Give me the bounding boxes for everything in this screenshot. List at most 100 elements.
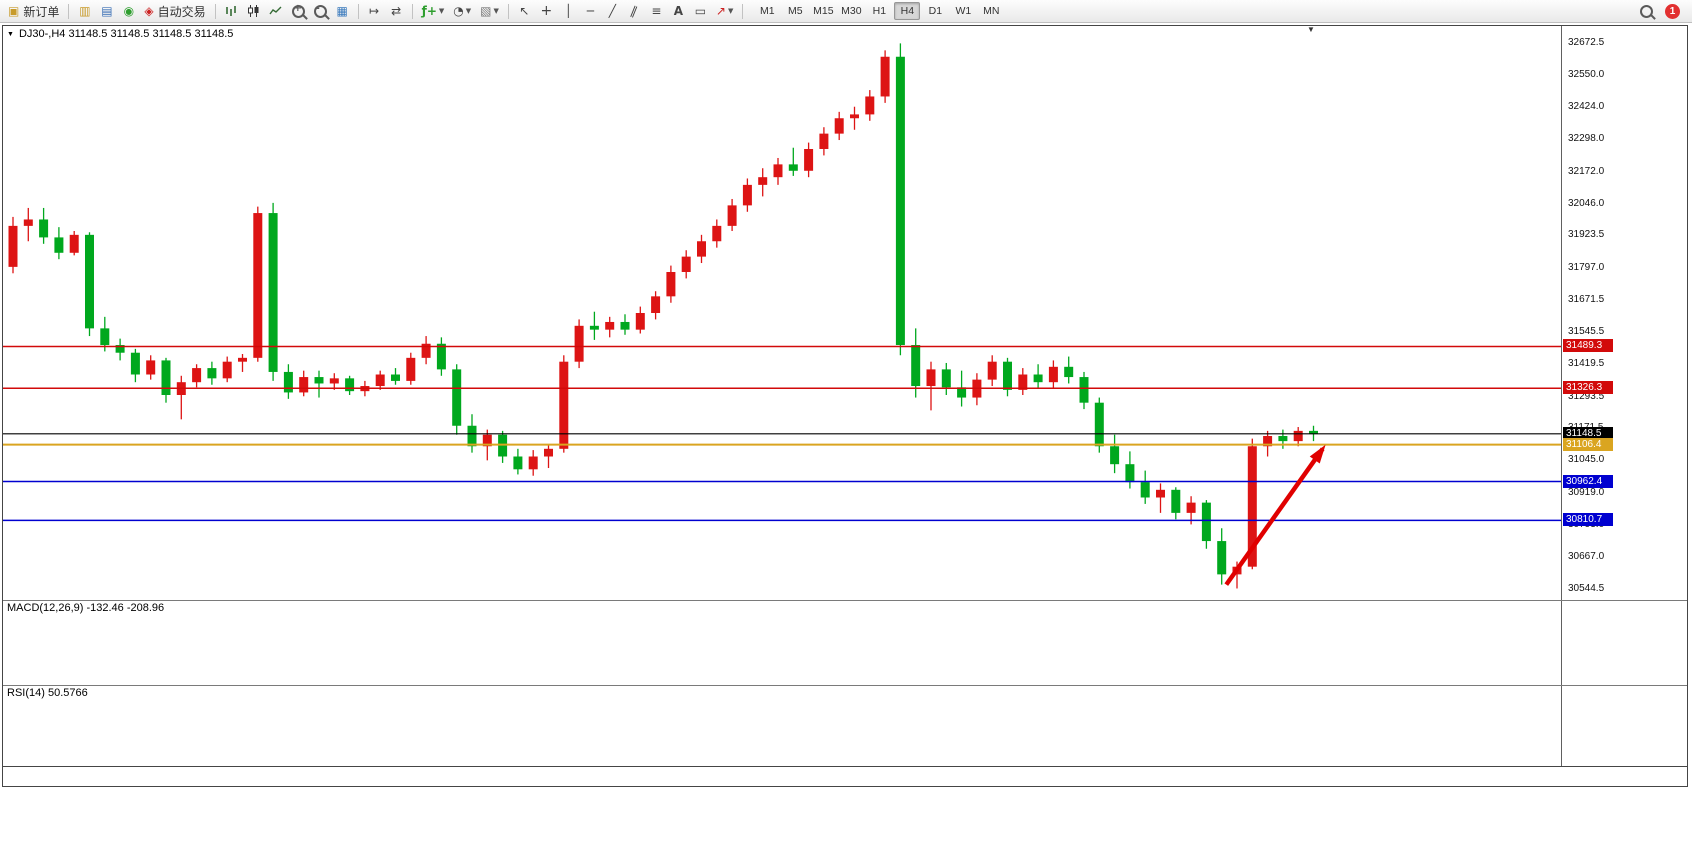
arrows-button[interactable]: ↗ ▼ (712, 1, 737, 21)
toolbar-separator (742, 3, 744, 19)
auto-trading-label: 自动交易 (157, 4, 206, 19)
price-level-badge: 31148.5 (1563, 426, 1613, 440)
timeframe-toolbar: M1 M5 M15 M30 H1 H4 D1 W1 MN (754, 2, 1004, 20)
price-axis[interactable]: 32672.5 32550.0 32424.0 32298.0 32172.0 32046… (1562, 26, 1687, 600)
timeframe-m30-button[interactable]: M30 (838, 2, 864, 20)
template-icon: ▧ (480, 4, 492, 18)
market-watch-button[interactable]: ▥ (74, 1, 95, 21)
cursor-button[interactable]: ↖ (514, 1, 535, 21)
chart-shift-icon: ⇄ (391, 4, 402, 18)
macd-label: MACD(12,26,9) -132.46 -208.96 (7, 602, 165, 614)
price-level-badge: 30810.7 (1563, 513, 1613, 527)
indicators-button[interactable]: ƒ+ ▼ (418, 1, 449, 21)
toolbar-separator (357, 3, 359, 19)
price-axis-label: 32046.0 (1568, 197, 1605, 209)
price-axis-label: 31545.5 (1568, 326, 1605, 338)
price-axis-label: 32298.0 (1568, 133, 1605, 145)
symbol-ohlc-text: DJ30-,H4 31148.5 31148.5 31148.5 31148.5 (18, 28, 234, 40)
price-level-badge: 31326.3 (1563, 381, 1613, 395)
price-chart[interactable]: ▼ DJ30-,H4 31148.5 31148.5 31148.5 31148… (3, 26, 1562, 600)
chevron-down-icon: ▼ (727, 7, 734, 15)
arrow-object-icon: ↗ (715, 4, 726, 18)
timeframe-h4-button[interactable]: H4 (894, 2, 921, 20)
tile-windows-button[interactable]: ▦ (332, 1, 353, 21)
crosshair-button[interactable]: + (536, 1, 557, 21)
main-toolbar: ▣ 新订单 ▥ ▤ ◉ ◈ 自动交易 + - ▦ ↦ ⇄ ƒ+ ▼ ◔ ▼ ▧ ▼ (0, 0, 1692, 23)
text-icon: A (673, 4, 684, 18)
timeframe-w1-button[interactable]: W1 (950, 2, 976, 20)
rsi-panel[interactable]: RSI(14) 50.5766 (3, 686, 1562, 766)
macd-panel[interactable]: MACD(12,26,9) -132.46 -208.96 (3, 601, 1562, 685)
line-chart-button[interactable] (265, 1, 287, 21)
timeframe-h1-button[interactable]: H1 (866, 2, 892, 20)
vertical-line-button[interactable]: │ (558, 1, 579, 21)
text-button[interactable]: A (668, 1, 689, 21)
new-order-button[interactable]: ▣ 新订单 (4, 1, 63, 21)
chart-shift-marker[interactable]: ▼ (1307, 26, 1315, 34)
fibonacci-button[interactable]: ≡ (646, 1, 667, 21)
price-axis-label: 32424.0 (1568, 100, 1605, 112)
timeframe-m5-button[interactable]: M5 (782, 2, 808, 20)
line-chart-icon (269, 6, 282, 15)
zoom-out-button[interactable]: - (310, 1, 331, 21)
candlestick-chart-icon (247, 5, 259, 17)
rsi-label: RSI(14) 50.5766 (7, 687, 88, 699)
timeframe-d1-button[interactable]: D1 (922, 2, 948, 20)
search-icon[interactable] (1640, 4, 1653, 18)
price-axis-label: 30544.5 (1568, 582, 1605, 594)
price-axis-label: 32672.5 (1568, 37, 1605, 49)
tile-windows-icon: ▦ (336, 4, 348, 18)
equidistant-channel-icon: ∥ (628, 3, 640, 19)
templates-button[interactable]: ▧ ▼ (476, 1, 503, 21)
toolbar-separator (411, 3, 413, 19)
price-axis-label: 31671.5 (1568, 293, 1605, 305)
notification-badge[interactable]: 1 (1665, 3, 1680, 19)
new-order-icon: ▣ (8, 4, 20, 18)
rsi-row: RSI(14) 50.5766 (3, 685, 1687, 766)
chart-shift-button[interactable]: ⇄ (386, 1, 407, 21)
price-axis-label: 31045.0 (1568, 454, 1605, 466)
candles-layer (8, 43, 1318, 589)
timeframe-mn-button[interactable]: MN (978, 2, 1004, 20)
candlestick-chart-button[interactable] (243, 1, 264, 21)
price-axis-label: 30667.0 (1568, 551, 1605, 563)
zoom-out-icon: - (313, 3, 327, 18)
channel-button[interactable]: ∥ (624, 1, 645, 21)
navigator-button[interactable]: ◉ (118, 1, 139, 21)
toolbar-separator (68, 3, 70, 19)
auto-trading-icon: ◈ (144, 4, 154, 18)
price-level-badge: 30962.4 (1563, 474, 1613, 488)
auto-trading-button[interactable]: ◈ 自动交易 (140, 1, 209, 21)
trendline-icon: ╱ (608, 4, 616, 18)
crosshair-icon: + (540, 3, 553, 19)
toolbar-separator (507, 3, 509, 19)
price-axis-label: 30919.0 (1568, 486, 1605, 498)
trend-arrow-annotation[interactable] (1224, 444, 1326, 586)
timeframe-m1-button[interactable]: M1 (754, 2, 780, 20)
bar-chart-icon (225, 6, 236, 16)
zoom-in-button[interactable]: + (288, 1, 309, 21)
horizontal-line-button[interactable]: ─ (580, 1, 601, 21)
price-axis-label: 32172.0 (1568, 165, 1605, 177)
horizontal-line-icon: ─ (586, 4, 594, 18)
price-level-badge: 31106.4 (1563, 437, 1613, 451)
chart-window: ▼ DJ30-,H4 31148.5 31148.5 31148.5 31148… (2, 25, 1688, 787)
chevron-down-icon: ▼ (438, 7, 445, 15)
bar-chart-button[interactable] (221, 1, 242, 21)
time-axis[interactable] (3, 766, 1687, 786)
auto-scroll-button[interactable]: ↦ (364, 1, 385, 21)
vertical-line-icon: │ (564, 4, 572, 18)
text-label-button[interactable]: ▭ (690, 1, 711, 21)
text-label-icon: ▭ (694, 4, 707, 18)
data-window-button[interactable]: ▤ (96, 1, 117, 21)
clock-icon: ◔ (453, 4, 464, 18)
timeframe-m15-button[interactable]: M15 (810, 2, 836, 20)
market-watch-icon: ▥ (79, 4, 91, 18)
trendline-button[interactable]: ╱ (602, 1, 623, 21)
price-axis-label: 31923.5 (1568, 229, 1605, 241)
price-chart-row: ▼ DJ30-,H4 31148.5 31148.5 31148.5 31148… (3, 26, 1687, 600)
price-axis-label: 31797.0 (1568, 261, 1605, 273)
price-axis-label: 32550.0 (1568, 68, 1605, 80)
periods-button[interactable]: ◔ ▼ (449, 1, 475, 21)
level-lines-layer[interactable] (3, 345, 1561, 522)
